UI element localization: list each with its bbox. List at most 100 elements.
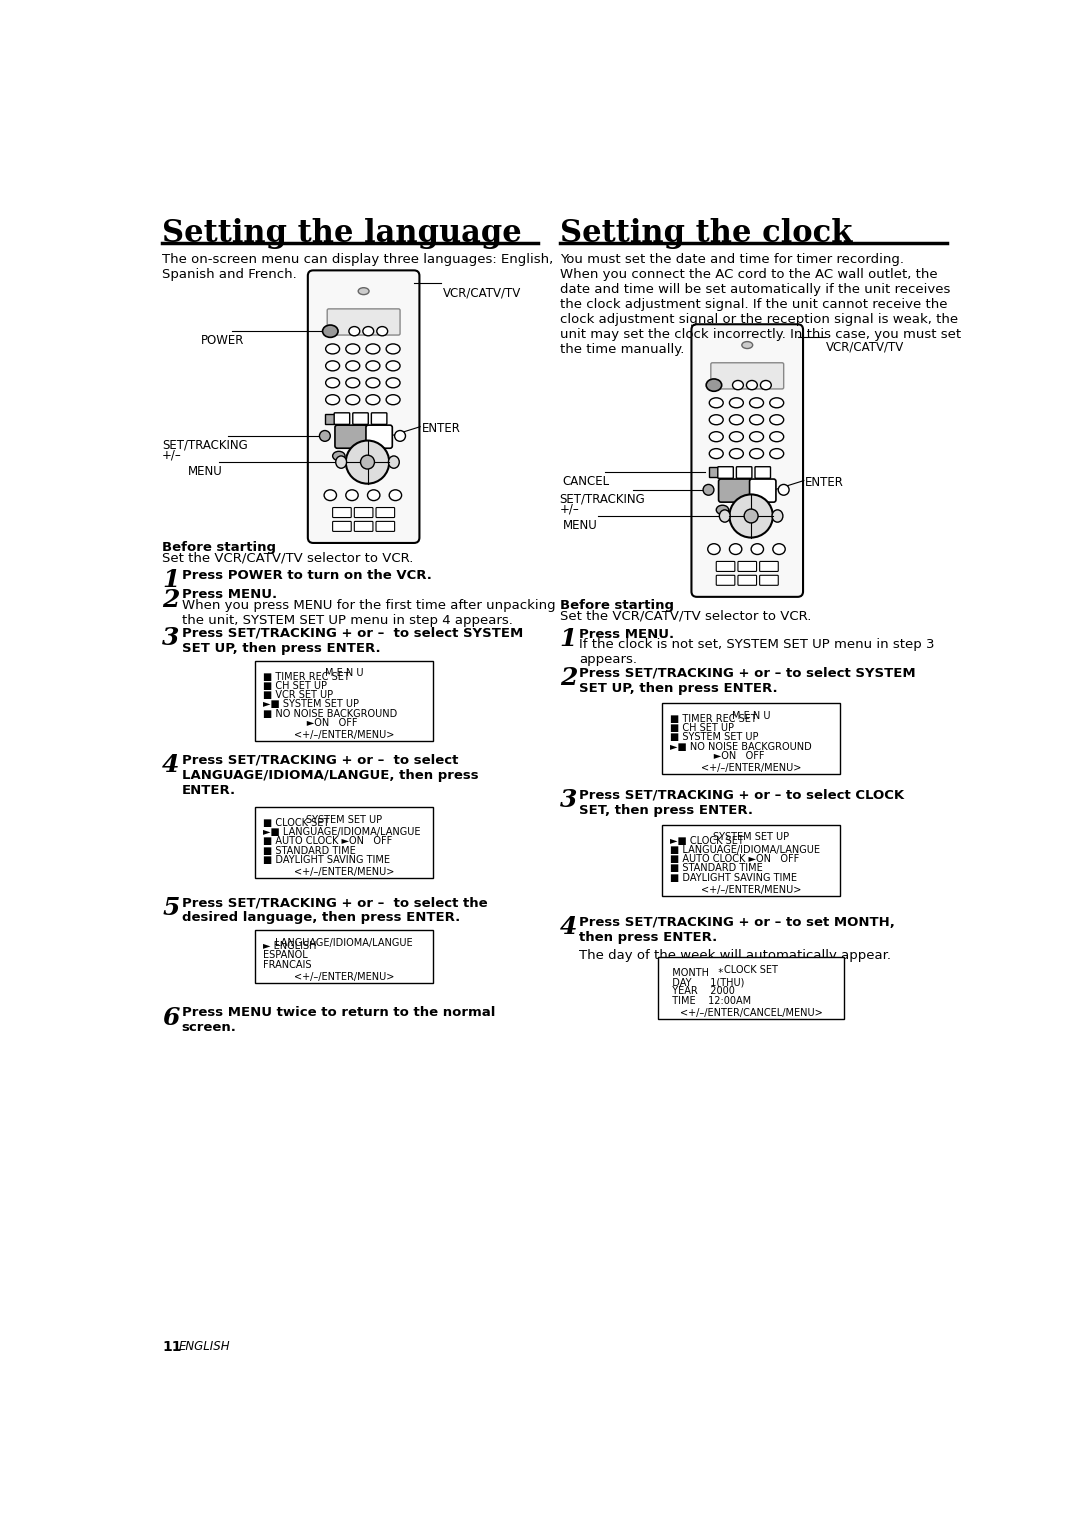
Text: SYSTEM SET UP: SYSTEM SET UP <box>307 814 382 825</box>
Text: SYSTEM SET UP: SYSTEM SET UP <box>713 833 789 842</box>
Ellipse shape <box>770 432 784 442</box>
Text: Before starting: Before starting <box>559 599 674 613</box>
Ellipse shape <box>366 394 380 405</box>
Ellipse shape <box>742 342 753 348</box>
Text: ENGLISH: ENGLISH <box>179 1340 231 1352</box>
Text: ■ STANDARD TIME: ■ STANDARD TIME <box>262 845 355 856</box>
Text: YEAR    2000: YEAR 2000 <box>666 987 734 996</box>
Bar <box>255 660 433 741</box>
FancyBboxPatch shape <box>353 413 368 425</box>
Text: Press POWER to turn on the VCR.: Press POWER to turn on the VCR. <box>181 568 431 582</box>
Ellipse shape <box>387 377 400 388</box>
Ellipse shape <box>326 377 339 388</box>
FancyBboxPatch shape <box>335 425 367 448</box>
Ellipse shape <box>349 327 360 336</box>
Ellipse shape <box>323 325 338 338</box>
FancyBboxPatch shape <box>308 270 419 542</box>
Text: ■ CLOCK SET: ■ CLOCK SET <box>262 817 329 828</box>
Ellipse shape <box>346 344 360 354</box>
FancyBboxPatch shape <box>376 521 394 532</box>
Text: ■ TIMER REC SET: ■ TIMER REC SET <box>670 714 756 724</box>
FancyBboxPatch shape <box>372 413 387 425</box>
Text: MONTH   *: MONTH * <box>666 969 723 978</box>
Text: 3: 3 <box>559 788 577 811</box>
Ellipse shape <box>346 394 360 405</box>
Text: 1: 1 <box>162 568 179 593</box>
Text: Press SET/TRACKING + or – to select CLOCK
SET, then press ENTER.: Press SET/TRACKING + or – to select CLOC… <box>579 788 904 816</box>
Text: DAY      1(THU): DAY 1(THU) <box>666 978 744 987</box>
Text: ►■ CLOCK SET: ►■ CLOCK SET <box>670 836 743 845</box>
Bar <box>255 931 433 983</box>
Bar <box>325 414 336 423</box>
Ellipse shape <box>387 361 400 371</box>
Ellipse shape <box>366 377 380 388</box>
FancyBboxPatch shape <box>354 507 373 518</box>
Text: 6: 6 <box>162 1005 179 1030</box>
FancyBboxPatch shape <box>759 561 779 571</box>
Text: SET/TRACKING: SET/TRACKING <box>559 494 646 506</box>
Ellipse shape <box>719 510 730 523</box>
Text: MENU: MENU <box>188 465 222 478</box>
Text: TIME    12:00AM: TIME 12:00AM <box>666 996 751 1005</box>
Text: If the clock is not set, SYSTEM SET UP menu in step 3
appears.: If the clock is not set, SYSTEM SET UP m… <box>579 639 934 666</box>
Text: VCR/CATV/TV: VCR/CATV/TV <box>443 287 521 299</box>
FancyBboxPatch shape <box>334 413 350 425</box>
Text: ■ AUTO CLOCK ►ON   OFF: ■ AUTO CLOCK ►ON OFF <box>262 836 392 847</box>
FancyBboxPatch shape <box>333 507 351 518</box>
Text: ■ STANDARD TIME: ■ STANDARD TIME <box>670 863 762 874</box>
Ellipse shape <box>389 490 402 501</box>
Ellipse shape <box>710 397 724 408</box>
Ellipse shape <box>359 287 369 295</box>
Ellipse shape <box>707 544 720 555</box>
Ellipse shape <box>710 414 724 425</box>
FancyBboxPatch shape <box>716 575 734 585</box>
FancyBboxPatch shape <box>759 575 779 585</box>
Text: ■ LANGUAGE/IDIOMA/LANGUE: ■ LANGUAGE/IDIOMA/LANGUE <box>670 845 820 854</box>
Text: Press MENU.: Press MENU. <box>579 628 674 640</box>
Text: Press MENU twice to return to the normal
screen.: Press MENU twice to return to the normal… <box>181 1007 495 1034</box>
Ellipse shape <box>326 344 339 354</box>
Text: ■ NO NOISE BACKGROUND: ■ NO NOISE BACKGROUND <box>262 709 397 718</box>
Ellipse shape <box>729 432 743 442</box>
Ellipse shape <box>716 506 729 515</box>
FancyBboxPatch shape <box>755 466 770 478</box>
FancyBboxPatch shape <box>718 480 751 503</box>
Text: ► ENGLISH: ► ENGLISH <box>262 941 316 950</box>
Ellipse shape <box>710 449 724 458</box>
Ellipse shape <box>772 510 783 523</box>
Text: When you press MENU for the first time after unpacking
the unit, SYSTEM SET UP m: When you press MENU for the first time a… <box>181 599 555 626</box>
Text: ■ VCR SET UP: ■ VCR SET UP <box>262 691 333 700</box>
Ellipse shape <box>389 455 400 468</box>
Text: 11: 11 <box>162 1340 181 1354</box>
Text: VCR/CATV/TV: VCR/CATV/TV <box>826 341 905 353</box>
Text: ►ON   OFF: ►ON OFF <box>670 750 765 761</box>
Ellipse shape <box>750 432 764 442</box>
Text: Set the VCR/CATV/TV selector to VCR.: Set the VCR/CATV/TV selector to VCR. <box>559 610 811 623</box>
Ellipse shape <box>729 414 743 425</box>
Text: Set the VCR/CATV/TV selector to VCR.: Set the VCR/CATV/TV selector to VCR. <box>162 552 414 564</box>
Text: LANGUAGE/IDIOMA/LANGUE: LANGUAGE/IDIOMA/LANGUE <box>275 938 413 947</box>
Ellipse shape <box>346 377 360 388</box>
Ellipse shape <box>326 394 339 405</box>
Bar <box>662 825 840 895</box>
Text: ►■ NO NOISE BACKGROUND: ►■ NO NOISE BACKGROUND <box>670 741 811 752</box>
Ellipse shape <box>394 431 405 442</box>
Ellipse shape <box>760 380 771 390</box>
Ellipse shape <box>363 327 374 336</box>
Bar <box>662 703 840 775</box>
Text: CANCEL: CANCEL <box>563 475 610 487</box>
Text: <+/–/ENTER/MENU>: <+/–/ENTER/MENU> <box>294 866 394 877</box>
Text: <+/–/ENTER/MENU>: <+/–/ENTER/MENU> <box>294 972 394 983</box>
Text: +/–: +/– <box>559 503 580 515</box>
Text: ■ CH SET UP: ■ CH SET UP <box>670 723 733 733</box>
Text: ■ DAYLIGHT SAVING TIME: ■ DAYLIGHT SAVING TIME <box>262 854 390 865</box>
Text: Setting the language: Setting the language <box>162 219 522 249</box>
Text: 2: 2 <box>559 666 577 691</box>
Text: Before starting: Before starting <box>162 541 276 553</box>
Bar <box>658 957 845 1019</box>
Text: MENU: MENU <box>563 520 597 532</box>
Text: Press SET/TRACKING + or –  to select the
desired language, then press ENTER.: Press SET/TRACKING + or – to select the … <box>181 897 487 924</box>
Text: POWER: POWER <box>201 335 244 347</box>
FancyBboxPatch shape <box>376 507 394 518</box>
FancyBboxPatch shape <box>366 425 392 448</box>
